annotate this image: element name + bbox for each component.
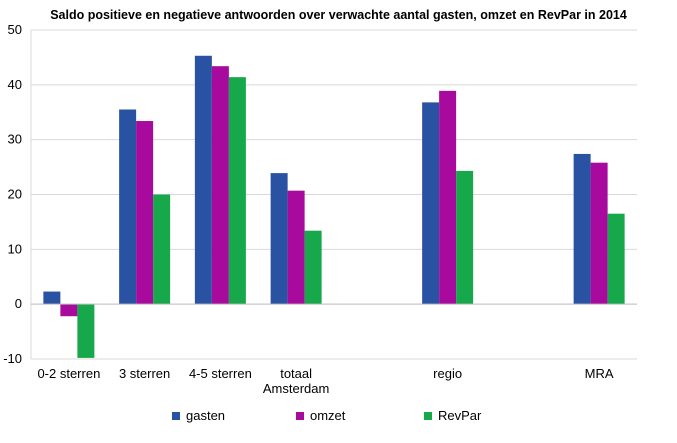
bar-gasten bbox=[194, 55, 212, 305]
x-tick-label: regio bbox=[433, 366, 462, 381]
x-tick-label: Amsterdam bbox=[263, 381, 329, 396]
x-tick-label: 4-5 sterren bbox=[189, 366, 252, 381]
legend-item-gasten: gasten bbox=[172, 408, 225, 423]
legend-swatch bbox=[172, 411, 180, 420]
y-tick-labels: -10 0 10 20 30 40 50 bbox=[3, 22, 22, 366]
bar-RevPar bbox=[77, 304, 95, 358]
legend-item-omzet: omzet bbox=[296, 408, 345, 423]
bar-omzet bbox=[136, 121, 154, 305]
legend-label: omzet bbox=[310, 408, 346, 423]
bar-omzet bbox=[590, 162, 608, 305]
y-tick-label: 20 bbox=[8, 187, 22, 202]
bar-gasten bbox=[43, 291, 61, 305]
y-tick-label: 30 bbox=[8, 132, 22, 147]
x-tick-label: totaal bbox=[280, 366, 312, 381]
axes bbox=[30, 30, 637, 360]
bar-gasten bbox=[573, 153, 591, 305]
y-tick-label: 40 bbox=[8, 77, 22, 92]
legend: gasten omzet RevPar bbox=[0, 408, 677, 428]
legend-swatch bbox=[296, 411, 304, 420]
legend-label: RevPar bbox=[438, 408, 482, 423]
bars bbox=[43, 55, 625, 358]
x-tick-label: 0-2 sterren bbox=[37, 366, 100, 381]
bar-RevPar bbox=[456, 170, 474, 305]
bar-gasten bbox=[119, 109, 137, 305]
bar-gasten bbox=[422, 102, 440, 305]
chart-title: Saldo positieve en negatieve antwoorden … bbox=[50, 8, 627, 22]
bar-omzet bbox=[211, 66, 229, 305]
y-tick-label: 0 bbox=[15, 296, 22, 311]
bar-omzet bbox=[287, 190, 305, 305]
legend-label: gasten bbox=[186, 408, 226, 423]
bar-RevPar bbox=[607, 213, 625, 305]
y-tick-label: 50 bbox=[8, 22, 22, 37]
bar-omzet bbox=[439, 90, 457, 305]
bar-omzet bbox=[60, 304, 78, 317]
y-tick-label: 10 bbox=[8, 241, 22, 256]
bar-RevPar bbox=[228, 77, 246, 305]
x-tick-label: MRA bbox=[585, 366, 614, 381]
bar-gasten bbox=[270, 173, 288, 305]
x-tick-label: 3 sterren bbox=[119, 366, 170, 381]
bar-RevPar bbox=[304, 230, 322, 305]
legend-swatch bbox=[424, 411, 432, 420]
legend-item-RevPar: RevPar bbox=[424, 408, 481, 423]
y-tick-label: -10 bbox=[3, 351, 22, 366]
bar-RevPar bbox=[153, 194, 171, 305]
x-tick-labels: 0-2 sterren 3 sterren 4-5 sterren totaalAms… bbox=[37, 366, 613, 396]
